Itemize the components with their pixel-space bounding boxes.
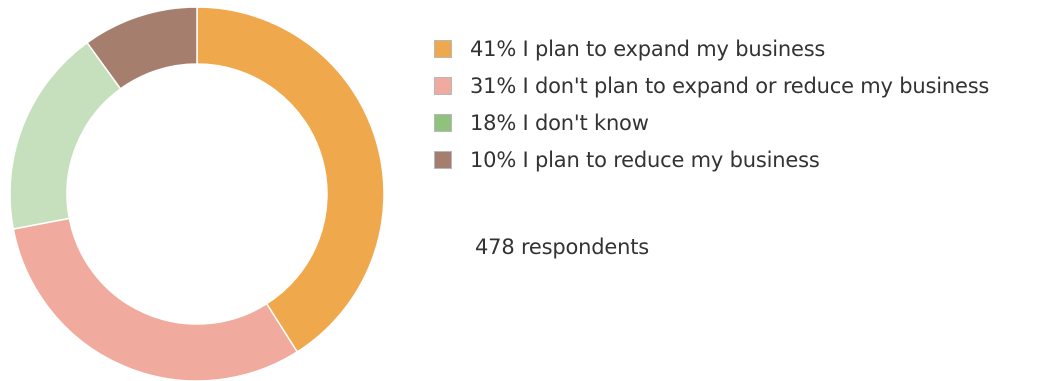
legend-item-reduce: 10% I plan to reduce my business <box>434 141 989 178</box>
chart-legend: 41% I plan to expand my business 31% I d… <box>434 30 989 178</box>
legend-label-no-change: 31% I don't plan to expand or reduce my … <box>470 73 990 98</box>
donut-slice-expand <box>196 6 385 353</box>
legend-item-no-change: 31% I don't plan to expand or reduce my … <box>434 67 989 104</box>
legend-label-expand: 41% I plan to expand my business <box>470 36 826 61</box>
donut-slice-dont-know <box>9 41 122 230</box>
legend-swatch-no-change <box>434 76 452 95</box>
legend-swatch-expand <box>434 39 452 58</box>
donut-slice-no-change <box>12 217 299 381</box>
legend-swatch-dont-know <box>434 113 452 132</box>
legend-item-dont-know: 18% I don't know <box>434 104 989 141</box>
respondents-count: 478 respondents <box>475 235 650 259</box>
donut-slice-reduce <box>86 6 198 90</box>
legend-label-reduce: 10% I plan to reduce my business <box>470 147 820 172</box>
legend-item-expand: 41% I plan to expand my business <box>434 30 989 67</box>
legend-label-dont-know: 18% I don't know <box>470 110 649 135</box>
donut-chart <box>9 6 385 381</box>
legend-swatch-reduce <box>434 150 452 169</box>
